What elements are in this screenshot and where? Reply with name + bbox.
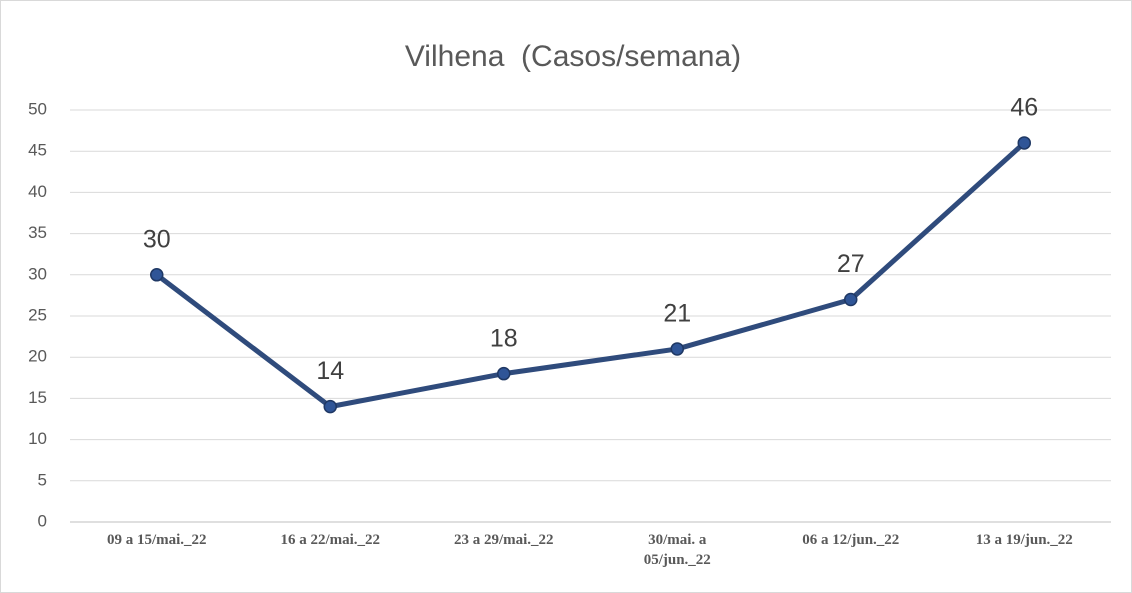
x-tick-label: 30/mai. a 05/jun._22: [643, 532, 711, 568]
y-tick-label: 10: [28, 429, 47, 448]
data-point: [497, 366, 511, 381]
data-label: 30: [143, 225, 171, 253]
chart-title: Vilhena (Casos/semana): [405, 40, 741, 73]
data-point: [844, 292, 858, 307]
data-line: [155, 141, 1026, 410]
y-tick-label: 35: [28, 223, 47, 242]
x-tick-label-box: 06 a 12/jun._22: [802, 532, 900, 548]
data-point: [150, 268, 164, 282]
y-tick-label: 45: [28, 141, 47, 160]
x-tick-label: 23 a 29/mai._22: [453, 532, 554, 548]
y-tick-label: 0: [38, 511, 47, 530]
y-tick-label: 15: [28, 388, 47, 407]
y-tick-label: 40: [28, 182, 47, 201]
data-label: 14: [316, 357, 344, 385]
x-tick-label: 16 a 22/mai._22: [280, 532, 381, 548]
data-point: [1017, 136, 1031, 150]
data-point: [670, 342, 684, 356]
x-tick-label-box: 09 a 15/mai._22: [106, 532, 207, 548]
data-label: 21: [663, 300, 691, 328]
data-label: 27: [837, 250, 865, 278]
x-tick-label-box: 23 a 29/mai._22: [453, 532, 554, 548]
x-tick-label-box: 13 a 19/jun._22: [975, 532, 1073, 548]
x-tick-label-box: 16 a 22/mai._22: [280, 532, 381, 548]
y-tick-label: 30: [28, 264, 47, 283]
data-point: [323, 399, 337, 414]
y-tick-label: 50: [28, 99, 47, 118]
y-tick-label: 25: [28, 305, 47, 324]
data-label: 18: [490, 324, 518, 352]
x-tick-label: 09 a 15/mai._22: [106, 532, 207, 548]
x-tick-label: 06 a 12/jun._22: [802, 532, 900, 548]
y-tick-label: 5: [38, 470, 47, 489]
x-tick-label: 13 a 19/jun._22: [975, 532, 1073, 548]
data-label: 46: [1010, 94, 1038, 122]
x-tick-label-box: 30/mai. a 05/jun._22: [643, 532, 711, 568]
y-tick-label: 20: [28, 347, 47, 366]
